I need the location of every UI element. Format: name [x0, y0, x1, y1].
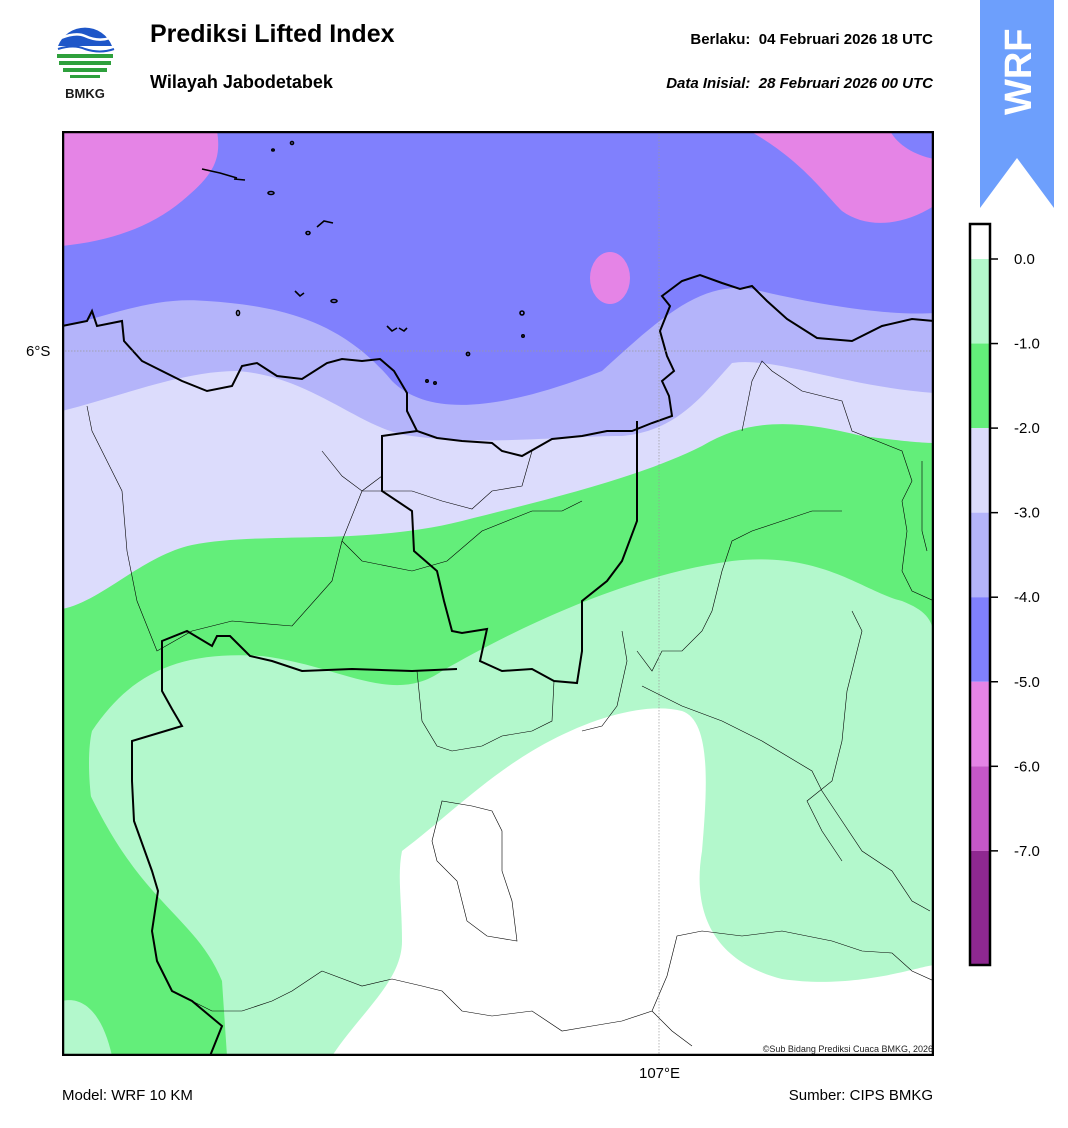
colorbar-tick-label: -6.0	[1014, 758, 1040, 775]
colorbar-tick-label: -3.0	[1014, 505, 1040, 522]
wrf-ribbon: WRF	[980, 0, 1054, 208]
colorbar-tick-label: -7.0	[1014, 843, 1040, 860]
bmkg-logo: BMKG	[56, 23, 115, 101]
colorbar-tick-label: -1.0	[1014, 336, 1040, 353]
colorbar-ticks: 0.0 -1.0 -2.0 -3.0 -4.0 -5.0 -6.0 -7.0	[990, 251, 1040, 860]
lifted-index-map	[62, 131, 934, 1056]
colorbar-bin	[970, 850, 990, 965]
logo-text: BMKG	[65, 86, 105, 101]
wrf-ribbon-shape	[980, 0, 1054, 208]
band-minus4-minus5-corner	[890, 131, 934, 159]
longitude-label: 107°E	[639, 1065, 681, 1082]
colorbar-border	[968, 222, 992, 967]
init-time: Data Inisial: 28 Februari 2026 00 UTC	[666, 75, 933, 92]
valid-value: 04 Februari 2026 18 UTC	[758, 31, 933, 48]
colorbar-bin	[970, 766, 990, 851]
district-boundaries	[86, 360, 934, 1047]
copyright-text: ©Sub Bidang Prediksi Cuaca BMKG, 2026	[762, 1044, 933, 1054]
band-minus5-minus6-northwest	[62, 131, 219, 246]
model-label: Model: WRF 10 KM	[62, 1087, 193, 1104]
colorbar-bin	[970, 224, 990, 259]
init-value: 28 Februari 2026 00 UTC	[758, 75, 933, 92]
band-minus5-minus6-northeast	[750, 131, 934, 223]
colorbar-bin	[970, 428, 990, 513]
colorbar-bin	[970, 343, 990, 429]
init-label: Data Inisial:	[666, 75, 751, 92]
colorbar-tick-label: 0.0	[1014, 251, 1035, 268]
province-boundary-west	[131, 629, 458, 1056]
colorbar-bin	[970, 597, 990, 682]
islands	[201, 140, 525, 386]
province-boundary-east	[381, 421, 638, 685]
source-label: Sumber: CIPS BMKG	[788, 1087, 933, 1104]
colorbar-bin	[970, 681, 990, 767]
colorbar: 0.0 -1.0 -2.0 -3.0 -4.0 -5.0 -6.0 -7.0	[968, 222, 1040, 967]
band-0-minus1-corner	[62, 1000, 112, 1056]
valid-label: Berlaku:	[690, 31, 751, 48]
valid-time: Berlaku: 04 Februari 2026 18 UTC	[690, 31, 933, 48]
band-positive	[332, 708, 934, 1056]
colorbar-tick-label: -4.0	[1014, 589, 1040, 606]
band-minus5-minus6-island	[590, 252, 630, 304]
coastline	[62, 273, 934, 458]
wrf-ribbon-text: WRF	[998, 28, 1040, 115]
page-subtitle: Wilayah Jabodetabek	[150, 72, 333, 92]
band-minus1-minus2-south	[62, 731, 227, 1056]
colorbar-bins	[970, 224, 990, 965]
colorbar-bin	[970, 259, 990, 344]
page-title: Prediksi Lifted Index	[150, 20, 395, 48]
latitude-label: 6°S	[26, 343, 51, 360]
colorbar-tick-label: -2.0	[1014, 420, 1040, 437]
colorbar-bin	[970, 512, 990, 598]
colorbar-tick-label: -5.0	[1014, 674, 1040, 691]
map-border	[62, 131, 934, 1056]
